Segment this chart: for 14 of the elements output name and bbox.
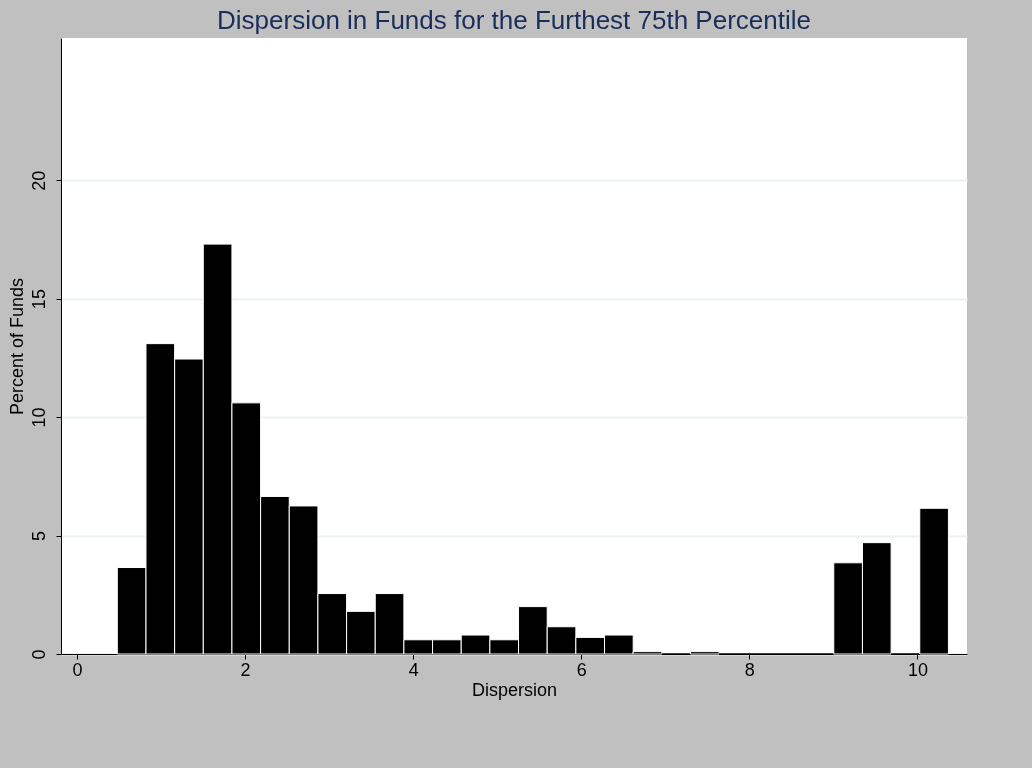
y-tick-label: 15 — [28, 289, 49, 310]
x-tick-label: 8 — [744, 659, 755, 680]
y-tick-label: 0 — [28, 649, 49, 660]
chart-title: Dispersion in Funds for the Furthest 75th Percentile — [217, 5, 811, 35]
y-tick-label: 10 — [28, 407, 49, 428]
x-axis-title: Dispersion — [471, 679, 558, 700]
x-tick-label: 0 — [72, 659, 83, 680]
x-tick-label: 6 — [576, 659, 587, 680]
y-tick-label: 5 — [28, 531, 49, 542]
y-axis-title: Percent of Funds — [6, 277, 27, 416]
x-tick-label: 10 — [907, 659, 928, 680]
x-tick-label: 4 — [408, 659, 419, 680]
x-tick-label: 2 — [240, 659, 251, 680]
y-tick-label: 20 — [28, 170, 49, 191]
